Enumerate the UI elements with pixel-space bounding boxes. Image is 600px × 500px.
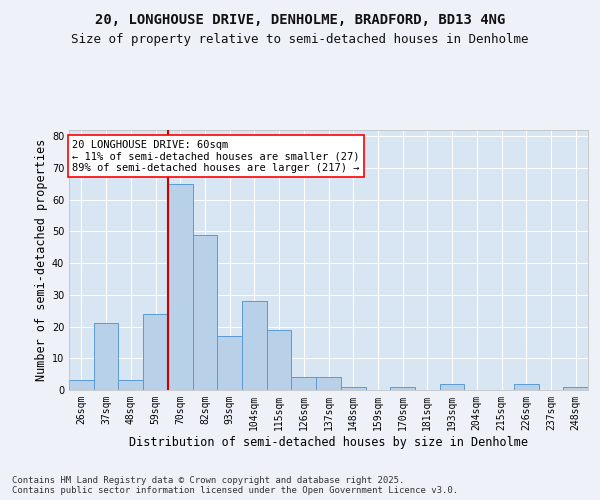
- Y-axis label: Number of semi-detached properties: Number of semi-detached properties: [35, 139, 47, 381]
- Bar: [341, 387, 365, 390]
- Bar: [217, 336, 242, 390]
- Bar: [563, 387, 588, 390]
- Bar: [316, 378, 341, 390]
- Bar: [69, 380, 94, 390]
- Bar: [193, 234, 217, 390]
- Bar: [242, 301, 267, 390]
- Text: 20 LONGHOUSE DRIVE: 60sqm
← 11% of semi-detached houses are smaller (27)
89% of : 20 LONGHOUSE DRIVE: 60sqm ← 11% of semi-…: [72, 140, 359, 172]
- Bar: [390, 387, 415, 390]
- X-axis label: Distribution of semi-detached houses by size in Denholme: Distribution of semi-detached houses by …: [129, 436, 528, 448]
- Bar: [292, 378, 316, 390]
- Bar: [94, 324, 118, 390]
- Bar: [267, 330, 292, 390]
- Text: Contains HM Land Registry data © Crown copyright and database right 2025.
Contai: Contains HM Land Registry data © Crown c…: [12, 476, 458, 495]
- Bar: [143, 314, 168, 390]
- Text: 20, LONGHOUSE DRIVE, DENHOLME, BRADFORD, BD13 4NG: 20, LONGHOUSE DRIVE, DENHOLME, BRADFORD,…: [95, 12, 505, 26]
- Bar: [440, 384, 464, 390]
- Bar: [168, 184, 193, 390]
- Bar: [118, 380, 143, 390]
- Bar: [514, 384, 539, 390]
- Text: Size of property relative to semi-detached houses in Denholme: Size of property relative to semi-detach…: [71, 32, 529, 46]
